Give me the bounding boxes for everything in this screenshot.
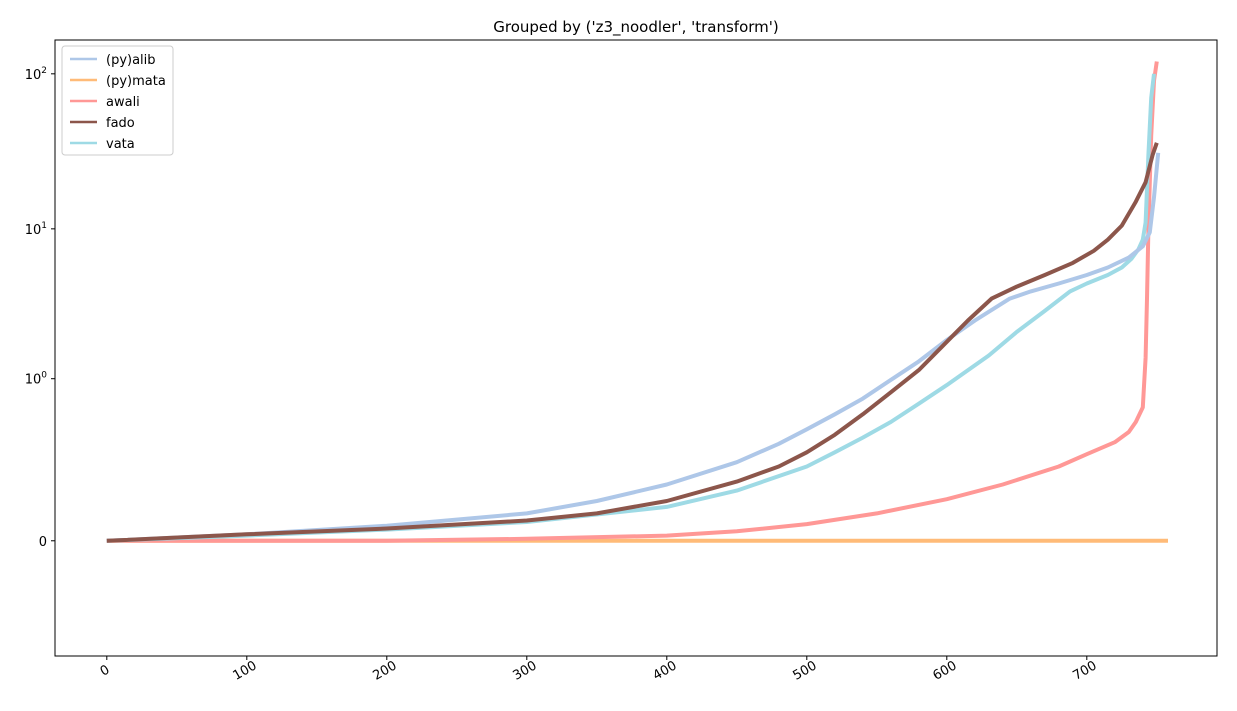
series-line-vata [106,73,1156,543]
legend: (py)alib (py)mata awali fado vata [61,45,174,156]
legend-label: awali [106,95,140,110]
y-axis: 0 100 101 102 [25,66,55,550]
legend-label: (py)alib [106,53,156,68]
series-line-fado [106,142,1159,543]
y-tick-label: 101 [25,221,47,238]
y-tick-label: 100 [25,371,48,388]
chart-title: Grouped by ('z3_noodler', 'transform') [493,18,778,37]
series-line-awali [106,61,1159,543]
legend-label: (py)mata [106,74,166,89]
legend-label: fado [106,116,135,131]
legend-box [61,45,174,156]
series-layer [106,61,1168,543]
plot-frame [54,39,1218,657]
series-line-py-alib [106,152,1161,543]
legend-label: vata [106,137,135,152]
y-tick-label: 0 [39,535,47,550]
y-tick-label: 102 [25,66,47,83]
